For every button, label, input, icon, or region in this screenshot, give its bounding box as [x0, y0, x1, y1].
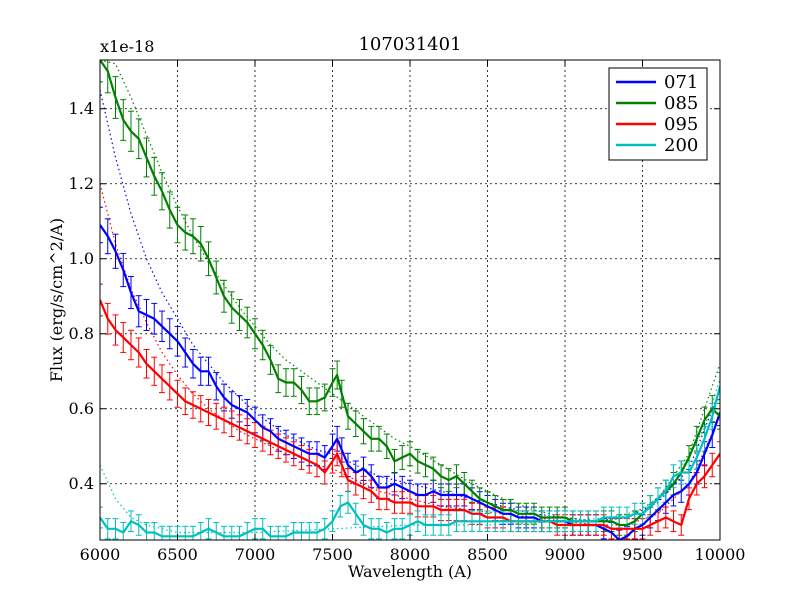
y-tick-label: 0.4 — [69, 474, 94, 493]
series-line-200 — [100, 386, 720, 538]
x-tick-label: 8500 — [467, 545, 508, 564]
x-tick-labels: 6000 6500 7000 7500 8000 8500 9000 9500 10000 — [80, 545, 746, 564]
series-line-095 — [100, 299, 720, 530]
x-tick-label: 9000 — [545, 545, 586, 564]
x-tick-label: 10000 — [695, 545, 746, 564]
legend-label-095: 095 — [664, 114, 698, 135]
y-multiplier-label: x1e-18 — [100, 37, 154, 56]
y-tick-label: 1.4 — [69, 99, 94, 118]
y-tick-label: 0.6 — [69, 399, 94, 418]
ticks — [99, 60, 721, 540]
series-line-085 — [100, 60, 720, 527]
y-tick-label: 0.8 — [69, 324, 94, 343]
y-tick-label: 1.2 — [69, 174, 94, 193]
legend-label-085: 085 — [664, 93, 698, 114]
legend-label-200: 200 — [664, 135, 698, 156]
x-tick-label: 6500 — [157, 545, 198, 564]
x-tick-label: 9500 — [622, 545, 663, 564]
y-axis-label: Flux (erg/s/cm^2/A) — [47, 218, 66, 382]
x-tick-label: 7500 — [312, 545, 353, 564]
legend-label-071: 071 — [664, 72, 698, 93]
y-tick-label: 1.0 — [69, 249, 94, 268]
x-tick-label: 7000 — [235, 545, 276, 564]
x-axis-label: Wavelength (A) — [348, 562, 472, 581]
x-tick-label: 6000 — [80, 545, 121, 564]
y-tick-labels: 0.4 0.6 0.8 1.0 1.2 1.4 — [69, 99, 94, 493]
data-series — [100, 60, 720, 540]
chart-title: 107031401 — [358, 34, 461, 55]
model-curve-085 — [100, 60, 720, 522]
series-line-071 — [100, 224, 720, 540]
x-tick-label: 8000 — [390, 545, 431, 564]
